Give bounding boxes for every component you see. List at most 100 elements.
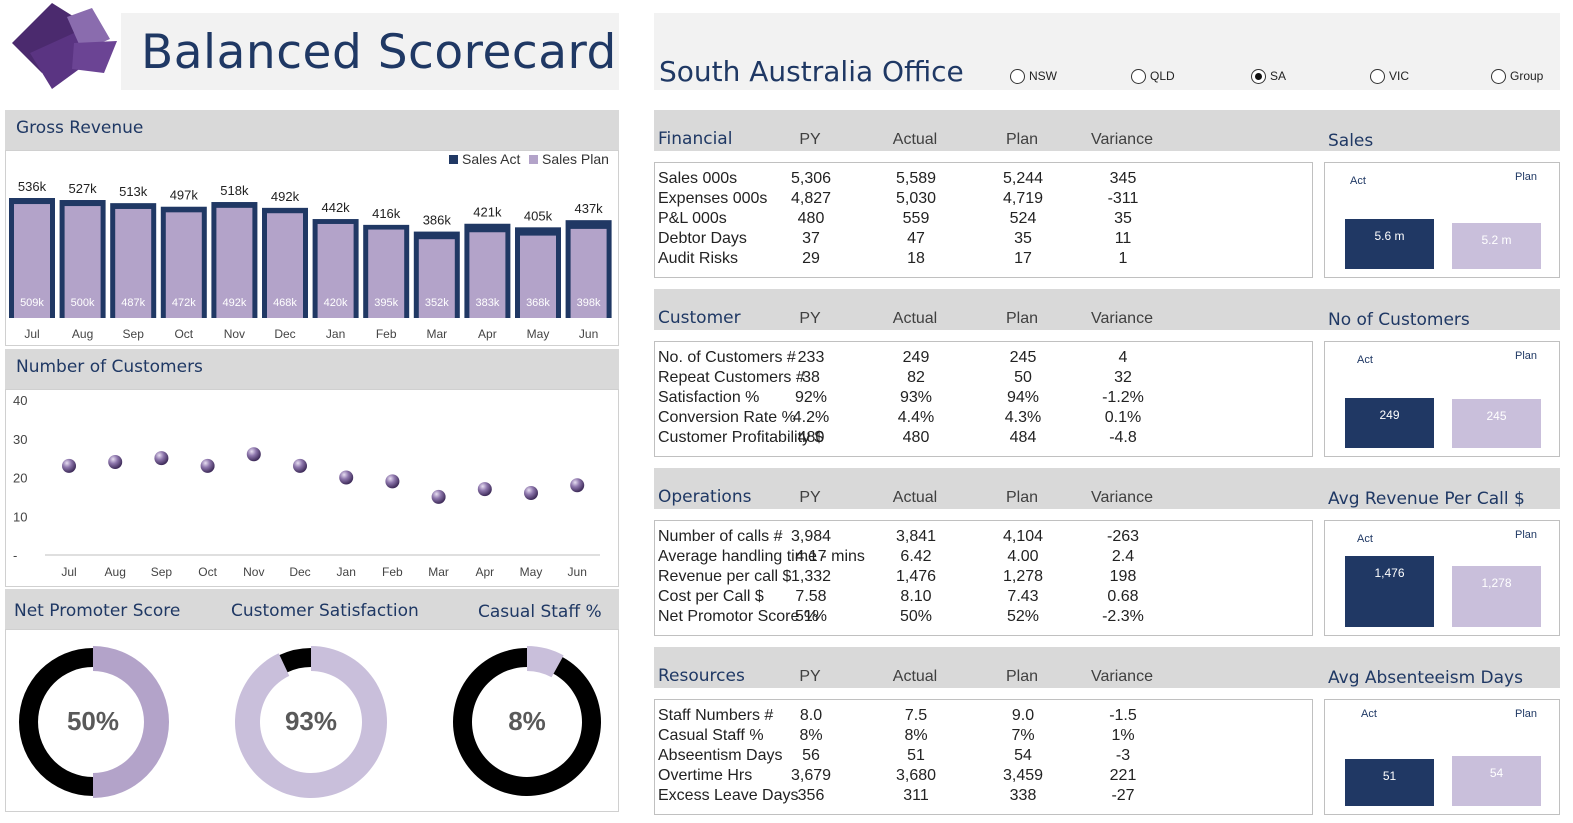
financial-mini-act-bar: 5.6 m	[1345, 219, 1434, 269]
row-label: Customer Profitability $	[658, 429, 824, 446]
rev-bar-plan-nov	[216, 207, 253, 318]
nps-gauge-value-arc	[93, 646, 170, 798]
financial-section-header: Financial PY Actual Plan Variance Sales	[654, 110, 1560, 151]
row-py: 1,332	[790, 568, 832, 585]
rev-xtick-jun: Jun	[579, 327, 598, 341]
rev-label-plan-sep: 487k	[121, 297, 145, 309]
cust-xtick-jun: Jun	[568, 565, 587, 579]
gauges-header: Net Promoter Score Customer Satisfaction…	[5, 589, 619, 629]
region-radio-sa[interactable]: SA	[1251, 66, 1286, 86]
row-py: 4.17	[795, 548, 827, 565]
table-row: Average handling time - mins 4.17 6.42 4.00…	[658, 548, 1308, 568]
rev-label-act-oct: 497k	[170, 188, 199, 203]
rev-label-act-may: 405k	[524, 208, 553, 223]
cust-point-sep	[154, 451, 169, 466]
operations-mini-chart: Act Plan 1,476 1,278	[1324, 520, 1560, 636]
customers-panel	[5, 389, 619, 587]
resources-col-actual: Actual	[892, 668, 938, 685]
row-actual: 3,841	[895, 528, 937, 545]
casual-staff-title: Casual Staff %	[478, 602, 602, 622]
row-py: 51%	[794, 608, 828, 625]
row-variance: 345	[1109, 170, 1137, 187]
operations-col-py: PY	[799, 489, 821, 506]
customer-mini-chart: Act Plan 249 245	[1324, 341, 1560, 457]
row-py: 480	[797, 210, 825, 227]
table-row: Staff Numbers # 8.0 7.5 9.0 -1.5	[658, 707, 1308, 727]
radio-vic-dot[interactable]	[1370, 68, 1385, 84]
radio-qld-dot[interactable]	[1131, 68, 1146, 84]
row-py: 5,306	[790, 170, 832, 187]
radio-nsw-dot[interactable]	[1010, 68, 1025, 84]
rev-bar-plan-aug	[64, 206, 101, 318]
row-actual: 559	[902, 210, 930, 227]
row-label: Casual Staff %	[658, 727, 764, 744]
row-actual: 1,476	[895, 568, 937, 585]
row-variance: -4.8	[1109, 429, 1137, 446]
row-plan: 524	[1009, 210, 1037, 227]
legend-sales-act-swatch	[449, 155, 458, 164]
row-plan: 484	[1009, 429, 1037, 446]
row-plan: 17	[1014, 250, 1032, 267]
region-radio-nsw[interactable]: NSW	[1010, 66, 1057, 86]
region-radio-group[interactable]: Group	[1491, 66, 1543, 86]
operations-mini-plan-value: 1,278	[1481, 576, 1512, 590]
financial-section-title: Financial	[658, 129, 733, 149]
legend-sales-plan-swatch	[529, 155, 538, 164]
rev-bar-plan-jun	[570, 228, 607, 318]
operations-chart-title: Avg Revenue Per Call $	[1328, 489, 1525, 509]
resources-chart-title: Avg Absenteeism Days	[1328, 668, 1523, 688]
resources-table: Staff Numbers # 8.0 7.5 9.0 -1.5 Casual Staff…	[654, 699, 1313, 815]
row-label: P&L 000s	[658, 210, 727, 227]
operations-table: Number of calls # 3,984 3,841 4,104 -263 Aver…	[654, 520, 1313, 636]
customer-col-variance: Variance	[1091, 310, 1153, 327]
rev-label-plan-may: 368k	[526, 297, 550, 309]
cust-xtick-oct: Oct	[198, 565, 217, 579]
row-actual: 3,680	[895, 767, 937, 784]
row-plan: 245	[1009, 349, 1037, 366]
nps-gauge-rest-arc	[18, 648, 94, 796]
cust-point-jan	[339, 470, 354, 485]
company-logo	[12, 3, 117, 89]
gross-revenue-header: Gross Revenue	[5, 110, 619, 150]
customers-chart: 40 30 20 10 - Jul Aug Sep Oct Nov Dec Jan Feb Mar Apr M…	[13, 393, 600, 579]
row-variance: 1%	[1111, 727, 1135, 744]
cust-point-feb	[385, 474, 400, 489]
customer-col-py: PY	[799, 310, 821, 327]
customer-mini-act-label: Act	[1357, 354, 1373, 366]
row-label: Satisfaction %	[658, 389, 760, 406]
csat-title: Customer Satisfaction	[231, 601, 419, 621]
resources-mini-chart: Act Plan 51 54	[1324, 699, 1560, 815]
rev-xtick-feb: Feb	[376, 327, 397, 341]
row-plan: 3,459	[1002, 767, 1044, 784]
rev-bar-plan-jan	[317, 223, 354, 318]
row-actual: 480	[902, 429, 930, 446]
row-py: 29	[802, 250, 820, 267]
table-row: Customer Profitability $480 480 484 -4.8	[658, 429, 1308, 449]
rev-xtick-jul: Jul	[24, 327, 39, 341]
customers-chart-title: Number of Customers	[16, 357, 203, 377]
row-plan: 4,719	[1002, 190, 1044, 207]
resources-mini-act-value: 51	[1382, 769, 1397, 783]
region-radio-qld[interactable]: QLD	[1131, 66, 1175, 86]
nps-gauge-label: 50%	[67, 706, 119, 736]
radio-sa-dot[interactable]	[1251, 68, 1266, 84]
region-radio-vic[interactable]: VIC	[1370, 66, 1409, 86]
customers-header: Number of Customers	[5, 349, 619, 389]
row-plan: 94%	[1006, 389, 1040, 406]
row-actual: 82	[907, 369, 925, 386]
cust-ytick: 10	[13, 509, 27, 524]
row-py: 38	[802, 369, 820, 386]
row-py: 8%	[799, 727, 823, 744]
rev-label-act-jul: 536k	[18, 179, 47, 194]
financial-mini-plan-bar: 5.2 m	[1452, 223, 1541, 269]
cust-xtick-sep: Sep	[151, 565, 173, 579]
row-variance: 2.4	[1111, 548, 1135, 565]
customer-col-plan: Plan	[1005, 310, 1039, 327]
financial-mini-act-value: 5.6 m	[1374, 229, 1405, 243]
rev-label-act-jan: 442k	[321, 200, 350, 215]
radio-group-dot[interactable]	[1491, 68, 1506, 84]
table-row: Debtor Days 37 47 35 11	[658, 230, 1308, 250]
row-label: Net Promotor Score %	[658, 608, 819, 625]
table-row: Net Promotor Score % 51% 50% 52% -2.3%	[658, 608, 1308, 628]
row-plan: 4,104	[1002, 528, 1044, 545]
